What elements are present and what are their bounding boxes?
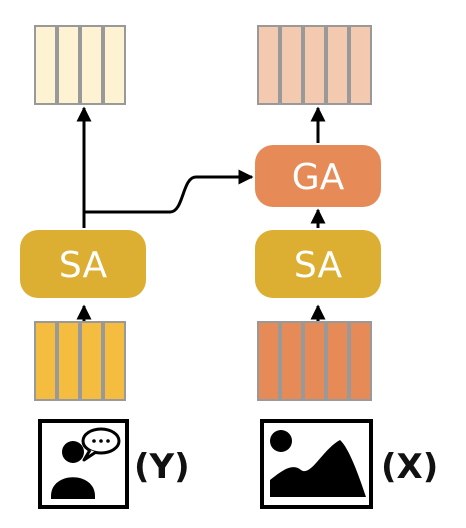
right-output-cells xyxy=(257,25,372,105)
right-output-cell xyxy=(257,25,280,105)
right-input-cell xyxy=(280,321,303,401)
left-input-cell xyxy=(103,321,126,401)
left-sa-block: SA xyxy=(20,230,146,298)
left-input-cell xyxy=(57,321,80,401)
right-input-cells xyxy=(257,321,372,401)
right-input-cell xyxy=(257,321,280,401)
left-input-cell xyxy=(34,321,57,401)
person-speech-icon xyxy=(38,419,129,509)
left-output-cell xyxy=(57,25,80,105)
right-input-cell xyxy=(349,321,372,401)
right-input-cell xyxy=(303,321,326,401)
right-output-cell xyxy=(349,25,372,105)
left-sa-to-ga-arrow xyxy=(84,169,254,214)
left-input-label: (Y) xyxy=(134,447,190,487)
right-output-cell xyxy=(303,25,326,105)
left-output-cells xyxy=(34,25,126,105)
right-input-label: (X) xyxy=(381,447,438,487)
right-output-cell xyxy=(280,25,303,105)
left-input-cell xyxy=(80,321,103,401)
right-sa-block: SA xyxy=(255,230,381,298)
left-output-cell xyxy=(103,25,126,105)
left-output-cell xyxy=(34,25,57,105)
image-landscape-icon xyxy=(260,419,373,509)
right-ga-label: GA xyxy=(292,157,345,198)
left-input-cells xyxy=(34,321,126,401)
left-output-cell xyxy=(80,25,103,105)
right-output-cell xyxy=(326,25,349,105)
left-sa-label: SA xyxy=(59,245,108,286)
right-ga-block: GA xyxy=(255,145,381,207)
right-input-cell xyxy=(326,321,349,401)
right-sa-label: SA xyxy=(294,245,343,286)
arrows xyxy=(76,106,326,346)
